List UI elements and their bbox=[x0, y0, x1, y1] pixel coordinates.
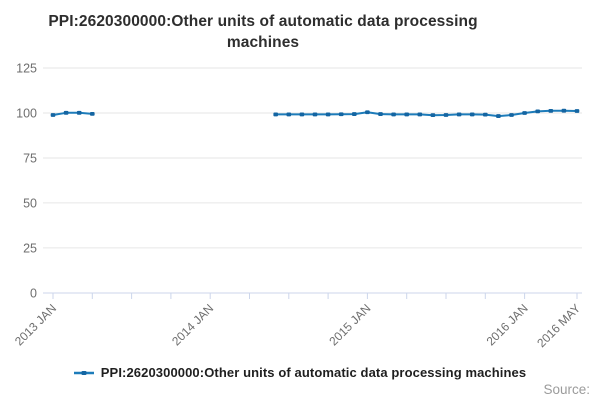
data-point-marker bbox=[312, 112, 318, 117]
data-point-marker bbox=[430, 113, 436, 118]
x-axis-label: 2016 JAN bbox=[484, 301, 531, 348]
data-point-marker bbox=[338, 112, 344, 117]
legend-item[interactable]: PPI:2620300000:Other units of automatic … bbox=[73, 365, 527, 380]
data-point-marker bbox=[496, 114, 501, 118]
data-point-marker bbox=[404, 112, 409, 117]
data-point-marker bbox=[378, 112, 383, 116]
data-point-marker bbox=[365, 110, 370, 115]
y-axis-label: 25 bbox=[23, 241, 37, 255]
data-point-marker bbox=[456, 112, 462, 117]
data-point-marker bbox=[509, 113, 514, 117]
data-point-marker bbox=[286, 112, 292, 117]
x-axis-label: 2015 JAN bbox=[326, 301, 373, 348]
legend-line-marker-icon bbox=[73, 370, 94, 375]
x-axis-label: 2014 JAN bbox=[169, 301, 216, 348]
y-axis-label: 125 bbox=[16, 62, 37, 76]
data-point-marker bbox=[522, 111, 527, 115]
y-axis-label: 75 bbox=[23, 151, 37, 165]
data-point-marker bbox=[63, 110, 69, 115]
legend: PPI:2620300000:Other units of automatic … bbox=[0, 365, 600, 380]
data-point-marker bbox=[352, 112, 357, 116]
data-point-marker bbox=[417, 112, 423, 117]
y-axis-label: 50 bbox=[23, 196, 37, 210]
x-axis-label: 2016 MAY bbox=[534, 301, 583, 350]
data-point-marker bbox=[325, 112, 331, 117]
data-point-marker bbox=[469, 112, 475, 117]
data-point-marker bbox=[574, 109, 580, 113]
data-point-marker bbox=[443, 113, 449, 117]
x-axis-label: 2013 JAN bbox=[12, 301, 59, 348]
data-point-marker bbox=[76, 110, 82, 115]
data-point-marker bbox=[535, 109, 540, 114]
source-label: Source: bbox=[543, 382, 590, 397]
data-point-marker bbox=[483, 112, 488, 117]
legend-label: PPI:2620300000:Other units of automatic … bbox=[100, 365, 527, 380]
data-point-marker bbox=[299, 112, 305, 117]
data-point-marker bbox=[50, 113, 56, 117]
data-point-marker bbox=[90, 111, 95, 116]
y-axis-label: 0 bbox=[30, 286, 37, 300]
data-point-marker bbox=[391, 112, 396, 117]
data-point-marker bbox=[561, 108, 567, 113]
data-point-marker bbox=[548, 108, 554, 113]
y-axis-label: 100 bbox=[16, 107, 37, 121]
chart-title: PPI:2620300000:Other units of automatic … bbox=[48, 13, 478, 51]
data-point-marker bbox=[273, 112, 278, 117]
